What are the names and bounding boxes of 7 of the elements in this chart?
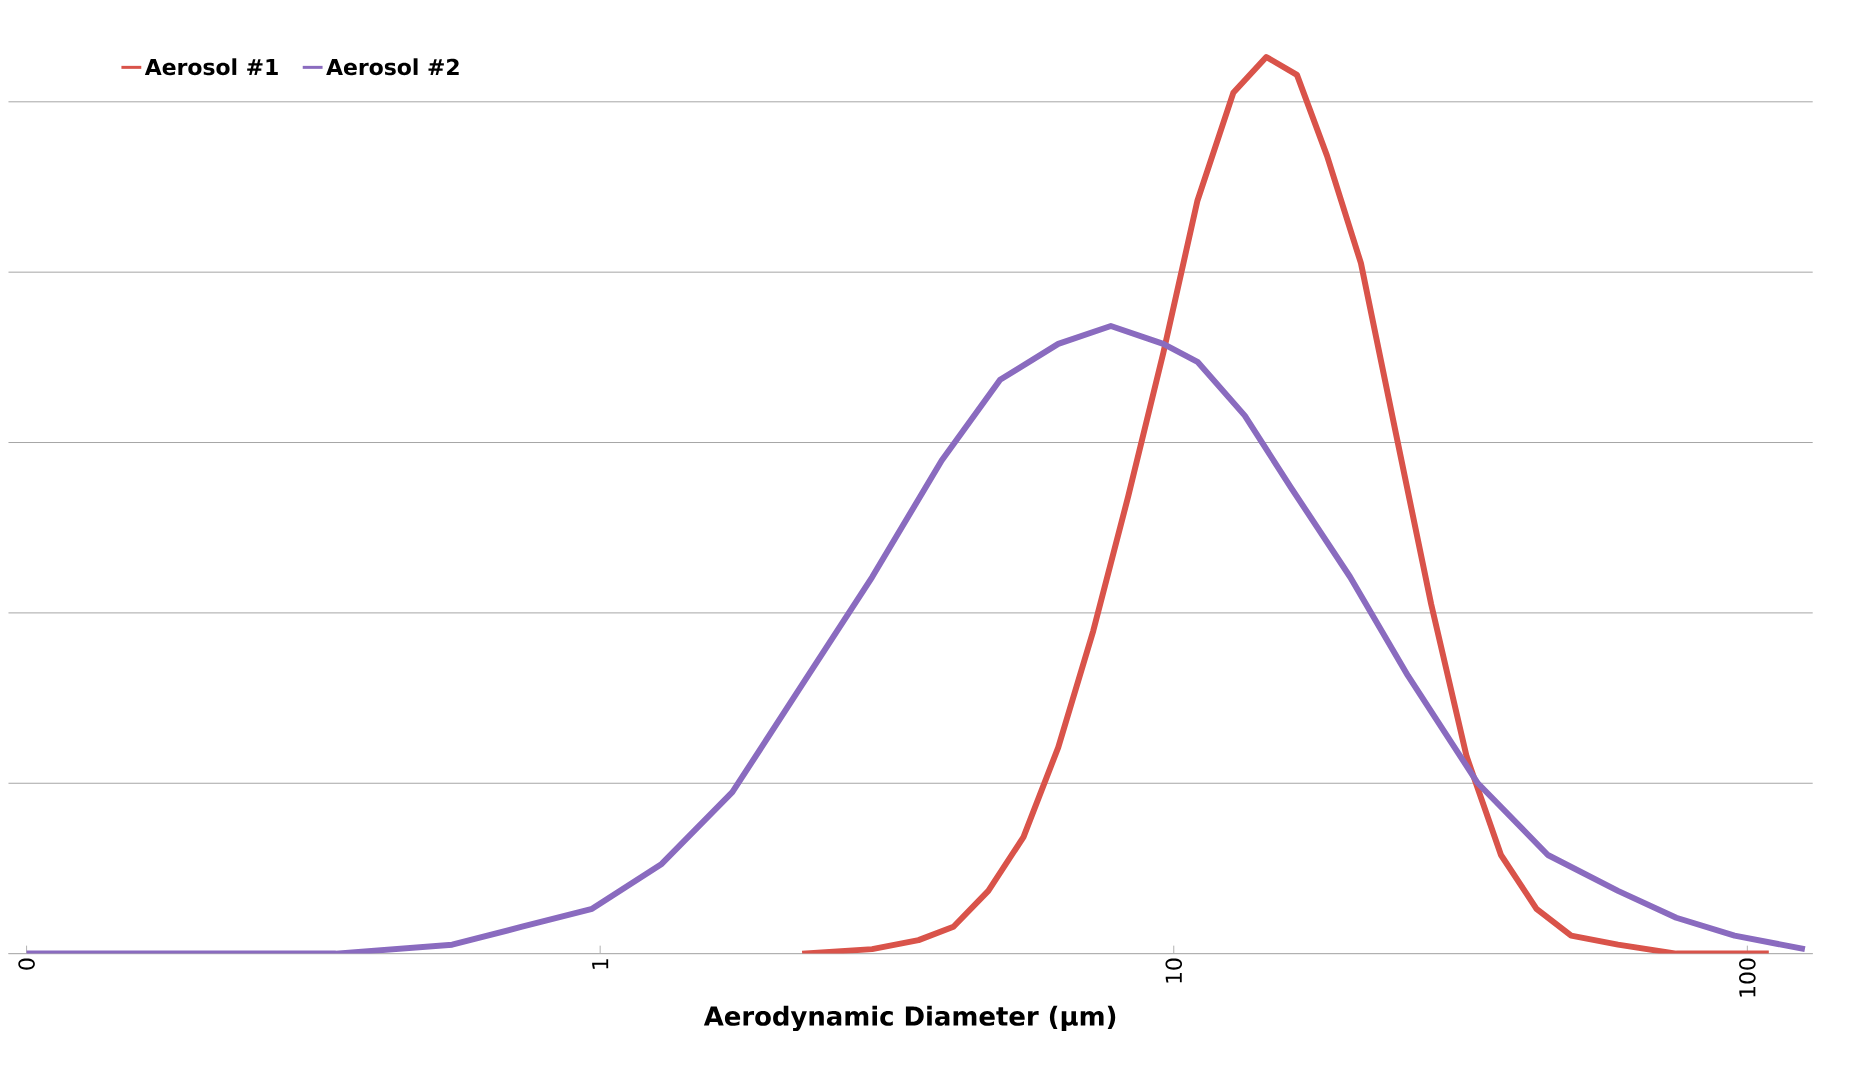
- x-tick-label: 0: [18, 958, 35, 970]
- legend-label: Aerosol #2: [326, 58, 459, 76]
- x-axis-title: Aerodynamic Diameter (µm): [703, 1005, 1116, 1032]
- x-tick-label: 10: [1165, 958, 1183, 983]
- legend-label: Aerosol #1: [144, 58, 278, 76]
- x-tick-label: 1: [592, 959, 609, 969]
- x-tick-label: 100: [1739, 958, 1756, 997]
